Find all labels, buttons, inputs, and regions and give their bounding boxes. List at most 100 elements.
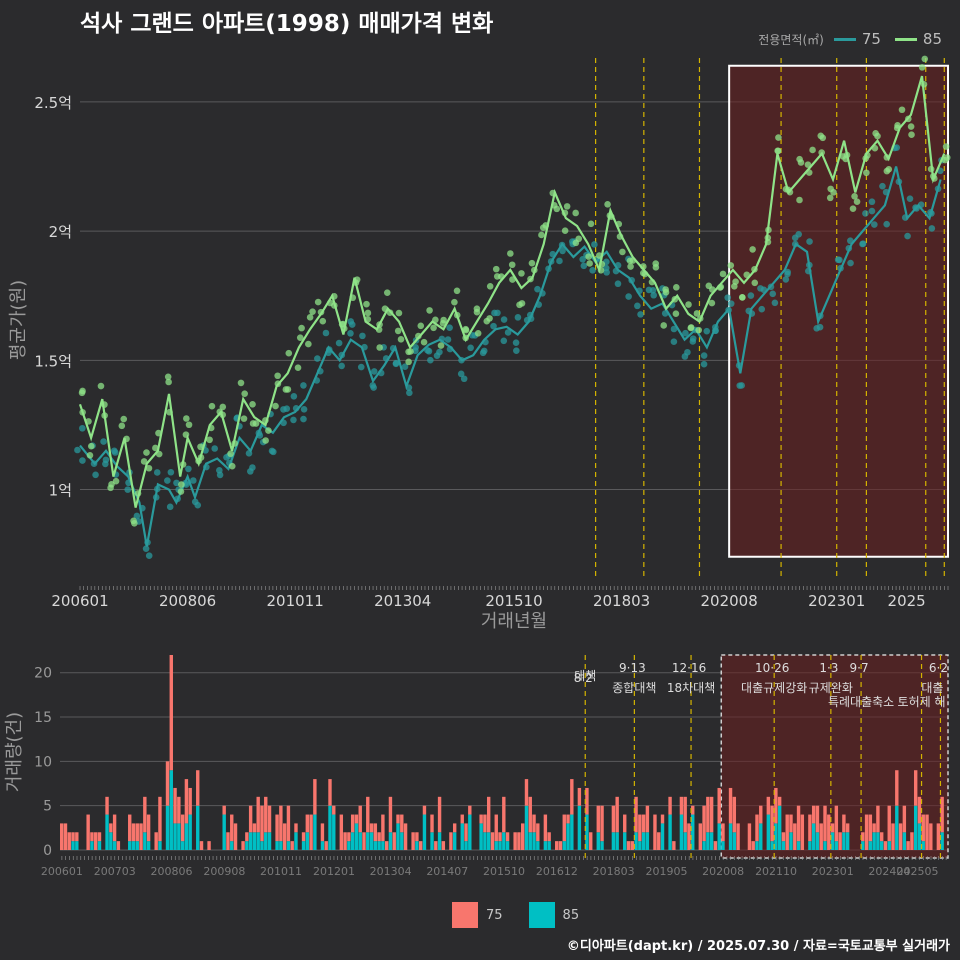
price-point-75 [634, 302, 641, 310]
volume-x-tick-label: 202505 [897, 865, 939, 878]
volume-bar-75 [301, 832, 306, 842]
price-point-75 [102, 456, 110, 464]
volume-bar-75 [146, 814, 151, 842]
volume-bar-75 [653, 814, 657, 850]
volume-bar-75 [256, 796, 260, 833]
volume-bar-85 [940, 832, 944, 850]
price-point-75 [142, 545, 150, 552]
volume-bar-85 [679, 814, 684, 850]
volume-bar-75 [313, 779, 317, 815]
volume-bar-75 [796, 805, 801, 842]
volume-bar-85 [350, 832, 355, 850]
price-point-85 [627, 263, 634, 270]
volume-bar-75 [430, 814, 434, 833]
price-point-75 [347, 330, 354, 337]
price-point-85 [284, 386, 292, 393]
chart-title: 석사 그랜드 아파트(1998) 매매가격 변화 [80, 11, 494, 37]
volume-bar-85 [301, 841, 306, 850]
volume-bar-75 [683, 796, 687, 833]
volume-bar-85 [452, 832, 457, 850]
volume-bar-85 [921, 841, 925, 850]
volume-bar-85 [505, 841, 510, 850]
price-point-75 [357, 363, 365, 371]
volume-x-tick-label: 200601 [41, 865, 83, 878]
price-x-tick-label: 201011 [267, 592, 324, 610]
volume-bar-75 [626, 841, 631, 850]
volume-x-tick-label: 201905 [645, 865, 687, 878]
price-point-85 [120, 415, 128, 423]
price-y-axis-title: 평균가(원) [8, 280, 29, 360]
volume-bar-75 [611, 805, 616, 833]
price-point-85 [908, 131, 915, 138]
price-point-85 [206, 436, 213, 444]
volume-bar-85 [366, 832, 370, 850]
volume-bar-85 [868, 841, 873, 850]
volume-bar-75 [173, 787, 177, 824]
volume-bar-85 [668, 814, 672, 850]
volume-x-tick-label: 200703 [94, 865, 136, 878]
volume-bar-75 [691, 805, 695, 815]
price-point-85 [306, 314, 314, 321]
volume-bar-75 [668, 796, 672, 815]
price-point-85 [907, 123, 915, 130]
volume-bar-85 [430, 832, 434, 850]
volume-bar-75 [615, 796, 619, 833]
volume-bar-75 [196, 770, 200, 806]
volume-bar-85 [902, 832, 907, 850]
price-point-85 [918, 64, 926, 71]
volume-bar-75 [589, 832, 593, 850]
price-point-85 [241, 390, 248, 397]
volume-y-tick-label: 20 [34, 666, 52, 682]
price-point-75 [145, 552, 153, 560]
volume-bar-75 [517, 832, 521, 850]
price-point-75 [771, 299, 779, 307]
price-y-tick-label: 2억 [49, 223, 72, 241]
price-point-85 [474, 329, 482, 337]
price-x-tick-label: 200601 [51, 592, 108, 610]
volume-bar-75 [861, 832, 865, 842]
volume-bar-85 [135, 841, 139, 850]
price-point-75 [682, 329, 689, 337]
volume-bar-75 [524, 779, 529, 806]
price-point-85 [285, 349, 293, 357]
volume-bar-75 [486, 796, 491, 833]
volume-x-tick-label: 202301 [812, 865, 854, 878]
volume-bar-75 [184, 779, 189, 824]
volume-bar-85 [275, 841, 279, 850]
price-point-75 [504, 329, 512, 336]
volume-bar-85 [71, 841, 75, 850]
volume-bar-75 [713, 841, 718, 850]
volume-bar-85 [766, 814, 771, 850]
volume-bar-75 [830, 823, 835, 833]
volume-bar-85 [861, 841, 865, 850]
volume-bar-75 [479, 814, 483, 824]
price-point-85 [796, 196, 803, 204]
volume-bar-75 [702, 805, 706, 842]
price-point-75 [322, 329, 330, 337]
price-point-75 [79, 457, 86, 464]
volume-bar-85 [717, 823, 721, 850]
volume-bar-85 [830, 832, 835, 850]
volume-bar-85 [260, 841, 264, 850]
price-point-75 [290, 416, 297, 424]
price-point-75 [512, 339, 520, 346]
volume-bar-75 [267, 805, 272, 833]
volume-bar-75 [842, 814, 846, 833]
volume-x-tick-label: 200806 [150, 865, 192, 878]
volume-bar-85 [638, 841, 642, 850]
volume-bar-75 [460, 814, 464, 824]
volume-bar-75 [910, 832, 914, 850]
volume-bar-75 [902, 805, 907, 833]
price-point-75 [444, 336, 452, 343]
price-point-75 [300, 405, 308, 413]
price-point-85 [719, 270, 727, 278]
price-point-75 [479, 349, 487, 357]
volume-bar-85 [146, 841, 151, 850]
volume-bar-75 [411, 832, 415, 850]
volume-bar-85 [808, 841, 812, 850]
legend-line-85 [894, 37, 917, 41]
policy-date-label: 8·2 [574, 671, 593, 685]
volume-bar-75 [422, 805, 427, 815]
volume-bar-85 [188, 814, 192, 850]
